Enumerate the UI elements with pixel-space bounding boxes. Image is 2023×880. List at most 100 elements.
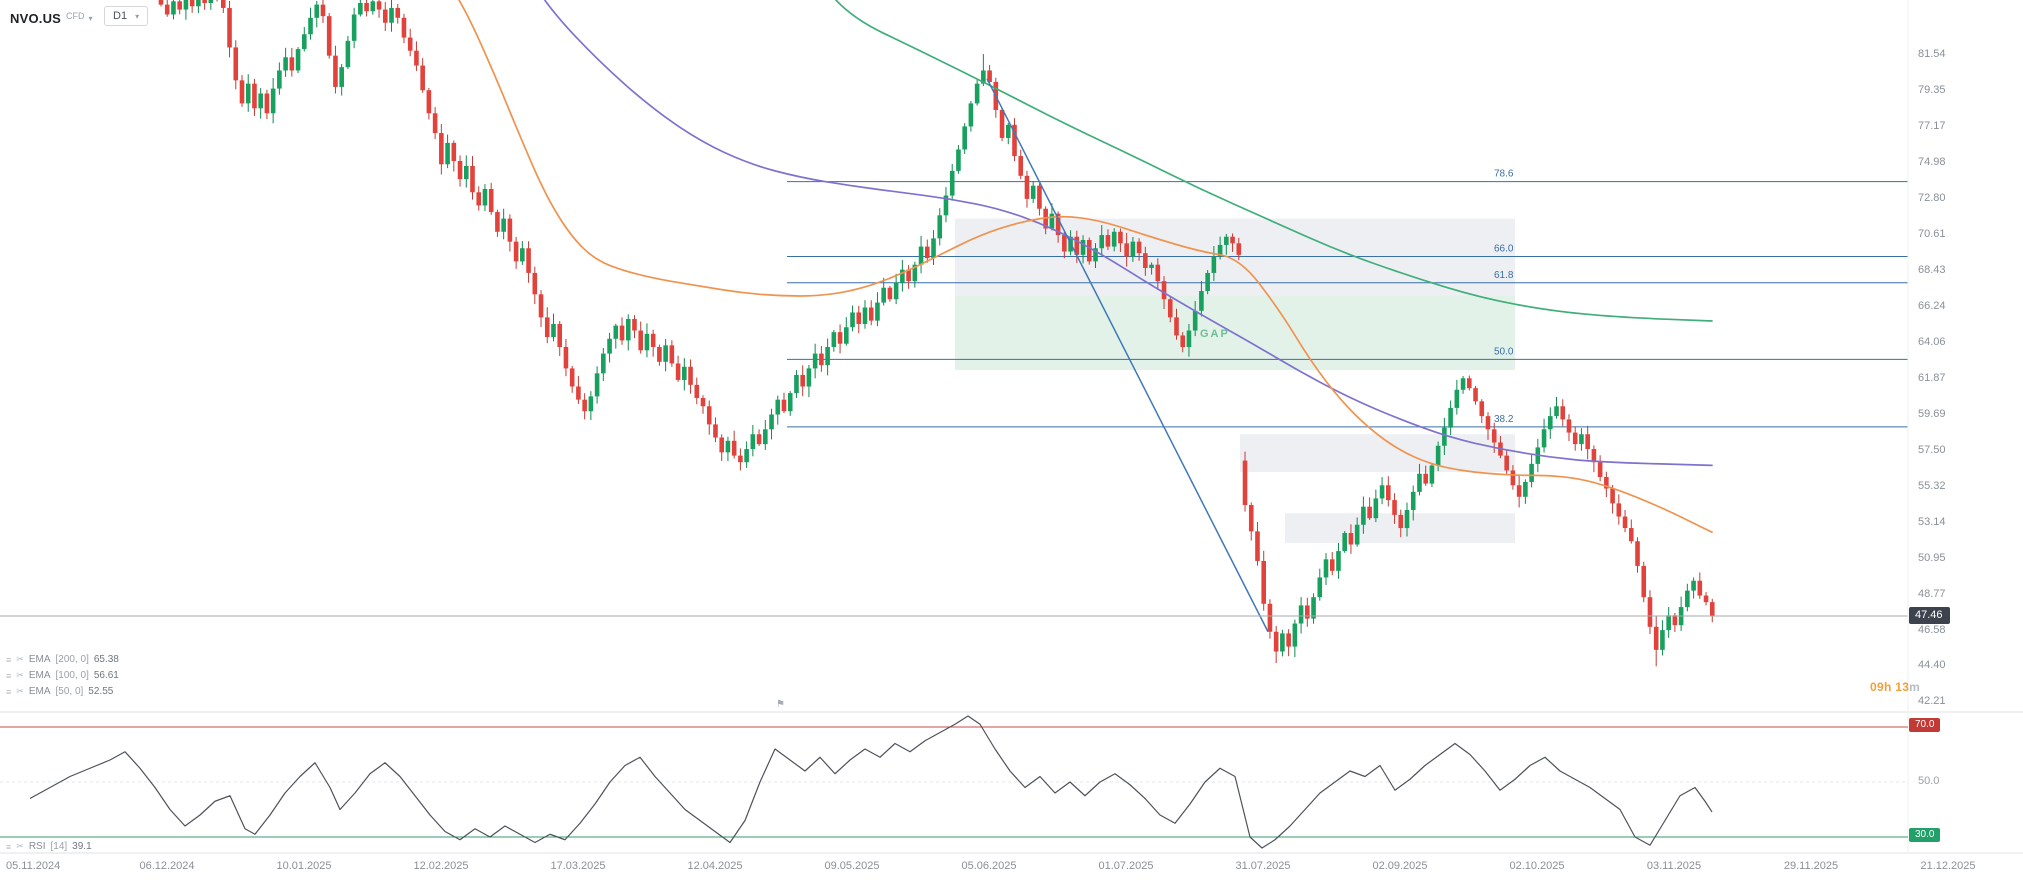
- candle-body: [669, 345, 675, 364]
- ema-200-line: [834, 0, 1713, 322]
- candle-body: [787, 393, 793, 412]
- fib-label-66.0: 66.0: [1494, 243, 1514, 254]
- candle-body: [1361, 506, 1366, 525]
- candle-body: [526, 248, 531, 273]
- price-axis-label: 77.17: [1918, 119, 1946, 132]
- candle-body: [1473, 388, 1478, 402]
- candle-body: [420, 65, 425, 91]
- indicator-remove-icon[interactable]: ✂: [16, 841, 24, 851]
- price-axis-label: 74.98: [1918, 155, 1946, 168]
- candle-body: [974, 83, 980, 104]
- candle-body: [1460, 378, 1466, 390]
- price-axis-label: 79.35: [1918, 83, 1946, 96]
- countdown-hours: 09h: [1870, 680, 1892, 694]
- candle-body: [706, 406, 712, 425]
- trendline[interactable]: [986, 78, 1269, 633]
- candle-body: [1149, 264, 1154, 268]
- candle-body: [1311, 597, 1316, 619]
- candle-body: [358, 2, 363, 15]
- candle-body: [277, 70, 282, 89]
- candle-body: [1653, 626, 1659, 650]
- candle-body: [981, 70, 986, 84]
- candle-body: [1143, 253, 1148, 268]
- candle-body: [1516, 485, 1522, 497]
- candle-body: [1504, 455, 1509, 471]
- indicator-value: 56.61: [93, 670, 119, 681]
- candle-body: [968, 103, 974, 127]
- candle-body: [763, 429, 768, 445]
- candle-body: [439, 133, 444, 165]
- candle-body: [1018, 156, 1024, 176]
- candle-body: [1062, 235, 1067, 252]
- candle-body: [1155, 264, 1161, 282]
- symbol-label[interactable]: NVO.US: [10, 10, 62, 26]
- candle-body: [1591, 449, 1597, 463]
- candle-body: [675, 363, 681, 380]
- candle-body: [1448, 407, 1453, 428]
- price-axis-label: 50.95: [1918, 551, 1946, 564]
- candle-body: [657, 347, 662, 362]
- candle-body: [856, 312, 862, 324]
- candle-body: [414, 50, 419, 66]
- candle-body: [738, 455, 743, 463]
- candle-body: [445, 142, 450, 165]
- indicator-menu-icon[interactable]: ≡: [6, 686, 12, 697]
- time-axis-label: 17.03.2025: [550, 860, 606, 872]
- candle-body: [314, 4, 320, 18]
- fib-retracement[interactable]: [787, 181, 1908, 428]
- indicator-remove-icon[interactable]: ✂: [16, 654, 24, 664]
- resistance-zone: [955, 218, 1515, 296]
- candle-body: [1199, 291, 1204, 311]
- indicator-value: 39.1: [72, 841, 92, 852]
- candle-body: [844, 327, 849, 344]
- candle-body: [1429, 465, 1435, 484]
- price-axis-label: 66.24: [1918, 299, 1946, 312]
- candle-body: [1093, 248, 1098, 262]
- candle-body: [1691, 580, 1696, 591]
- indicator-remove-icon[interactable]: ✂: [16, 670, 24, 680]
- candle-body: [158, 0, 164, 5]
- candle-body: [893, 282, 899, 300]
- indicator-menu-icon[interactable]: ≡: [6, 654, 12, 665]
- candle-body: [1118, 231, 1123, 244]
- candle-body: [264, 93, 270, 114]
- candle-body: [258, 93, 263, 109]
- indicator-menu-icon[interactable]: ≡: [6, 841, 12, 852]
- candle-body: [1111, 231, 1117, 247]
- chevron-down-icon[interactable]: ▾: [88, 13, 93, 23]
- time-axis-label: 05.06.2025: [961, 860, 1017, 872]
- candle-body: [1267, 603, 1273, 632]
- candle-body: [495, 212, 500, 232]
- candle-body: [1174, 317, 1179, 336]
- time-axis-label: 10.01.2025: [276, 860, 332, 872]
- flag-marker-icon: ⚑: [776, 699, 785, 710]
- candle-body: [339, 67, 344, 87]
- ema-layer: [458, 0, 1713, 534]
- time-axis-label: 12.04.2025: [687, 860, 743, 872]
- candle-body: [812, 353, 818, 369]
- candle-body: [937, 215, 943, 239]
- price-axis-label: 61.87: [1918, 371, 1946, 384]
- candle-body: [1373, 498, 1379, 519]
- candle-body: [507, 218, 513, 242]
- candle-body: [756, 434, 762, 445]
- toolbar: NVO.US CFD ▾: [10, 7, 93, 29]
- candle-body: [713, 424, 718, 438]
- indicator-remove-icon[interactable]: ✂: [16, 686, 24, 696]
- fib-label-61.8: 61.8: [1494, 270, 1514, 281]
- candle-body: [875, 302, 880, 321]
- indicator-value: 65.38: [93, 654, 119, 665]
- candle-body: [800, 374, 805, 387]
- candle-body: [557, 323, 563, 348]
- candle-body: [794, 374, 799, 394]
- candle-body: [1099, 235, 1105, 249]
- candle-body: [1192, 310, 1198, 331]
- current-price-tag: 47.46: [1909, 607, 1950, 624]
- candle-body: [451, 142, 457, 162]
- indicator-params: [50, 0]: [55, 686, 84, 697]
- indicator-menu-icon[interactable]: ≡: [6, 670, 12, 681]
- time-axis-label: 05.11.2024: [6, 860, 61, 872]
- timeframe-dropdown[interactable]: D1 ▾: [104, 6, 149, 26]
- candle-body: [607, 338, 612, 354]
